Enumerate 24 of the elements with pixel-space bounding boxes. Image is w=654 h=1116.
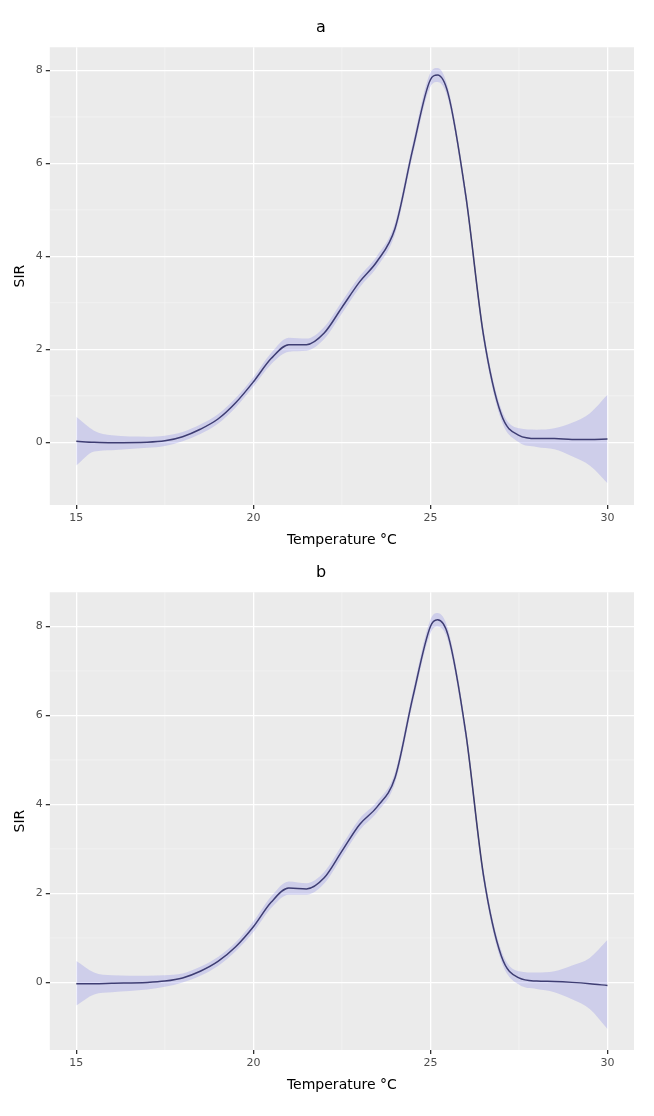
y-tick-label: 0	[35, 975, 43, 989]
chart-title: b	[315, 561, 327, 581]
x-axis-title: Temperature °C	[285, 1076, 398, 1093]
x-tick-label: 25	[423, 511, 438, 525]
y-tick-label: 2	[35, 886, 43, 900]
y-tick-label: 2	[35, 342, 43, 356]
x-tick-label: 15	[69, 511, 84, 525]
x-tick-label: 20	[246, 511, 261, 525]
y-axis-title: SIR	[11, 809, 28, 833]
x-tick-label: 30	[600, 1056, 615, 1070]
x-axis-title: Temperature °C	[285, 531, 398, 548]
x-tick-label: 25	[423, 1056, 438, 1070]
x-tick-label: 30	[600, 511, 615, 525]
y-tick-label: 4	[35, 249, 43, 263]
y-tick-label: 6	[35, 708, 43, 722]
x-tick-label: 20	[246, 1056, 261, 1070]
y-tick-label: 6	[35, 156, 43, 170]
y-axis-title: SIR	[11, 264, 28, 288]
x-tick-label: 15	[69, 1056, 84, 1070]
y-tick-label: 8	[35, 63, 43, 77]
chart-title: a	[316, 16, 326, 36]
y-tick-label: 0	[35, 435, 43, 449]
y-tick-label: 8	[35, 619, 43, 633]
y-tick-label: 4	[35, 797, 43, 811]
